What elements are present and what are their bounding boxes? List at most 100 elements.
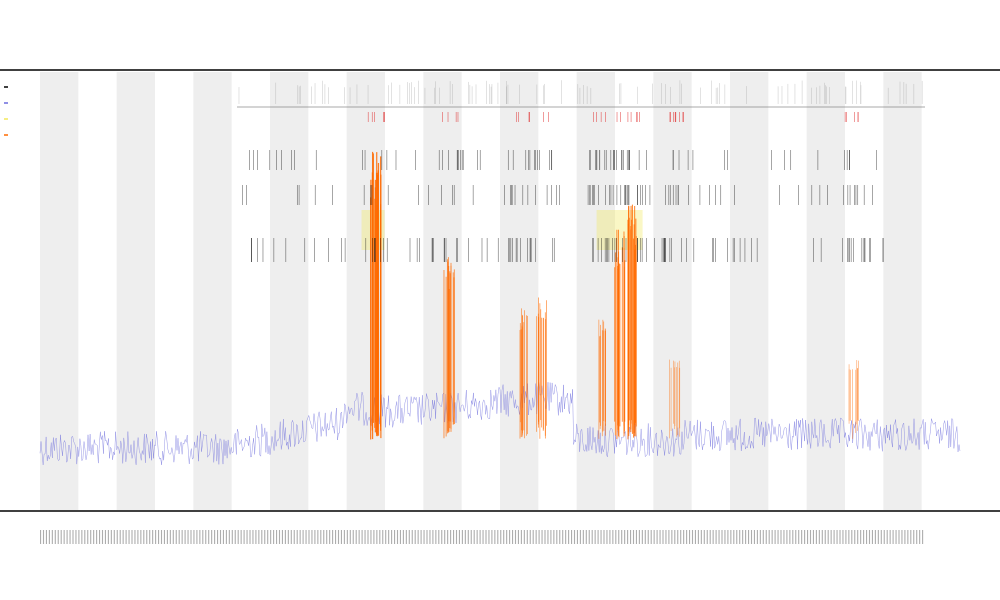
x-tick-mark [293,530,295,544]
x-tick-mark [237,530,239,544]
x-tick-mark [721,530,723,544]
x-tick-mark [898,530,900,544]
x-tick-mark [792,530,794,544]
x-tick-mark [559,530,561,544]
x-tick-mark [571,530,573,544]
x-tick-mark [411,530,413,544]
x-tick-mark [81,530,83,544]
x-tick-mark [662,530,664,544]
x-tick-mark [208,530,210,544]
x-tick-mark [370,530,372,544]
x-tick-mark [276,530,278,544]
x-tick-mark [874,530,876,544]
x-tick-mark [320,530,322,544]
x-tick-mark [72,530,74,544]
x-tick-mark [842,530,844,544]
x-tick-mark [783,530,785,544]
background-band [500,72,539,510]
x-tick-mark [638,530,640,544]
x-tick-mark [364,530,366,544]
x-tick-mark [408,530,410,544]
baseline-series-line [39,382,961,465]
x-tick-mark [576,530,578,544]
x-tick-mark [246,530,248,544]
x-tick-mark [290,530,292,544]
x-tick-mark [736,530,738,544]
x-tick-mark [883,530,885,544]
x-tick-mark [771,530,773,544]
x-tick-mark [399,530,401,544]
x-tick-mark [568,530,570,544]
x-tick-mark [110,530,112,544]
x-tick-mark [706,530,708,544]
x-tick-mark [258,530,260,544]
x-tick-mark [146,530,148,544]
x-tick-mark [270,530,272,544]
x-tick-mark [458,530,460,544]
x-tick-mark [612,530,614,544]
x-tick-mark [193,530,195,544]
x-tick-mark [48,530,50,544]
x-tick-mark [674,530,676,544]
x-tick-mark [391,530,393,544]
x-tick-mark [160,530,163,544]
x-tick-mark [650,530,652,544]
x-tick-mark [715,530,717,544]
x-tick-mark [588,530,590,544]
x-tick-mark [326,530,328,544]
x-tick-mark [323,530,325,544]
x-tick-mark [700,530,702,544]
x-tick-mark [523,530,525,544]
x-tick-mark [267,530,269,544]
x-tick-mark [500,530,502,544]
x-tick-mark [367,530,369,544]
x-tick-mark [494,530,496,544]
x-tick-mark [506,530,508,544]
x-tick-mark [125,530,127,544]
x-tick-mark [75,530,77,544]
x-tick-mark [641,530,643,544]
x-tick-mark [255,530,257,544]
x-tick-mark [895,530,897,544]
x-tick-mark [329,530,331,544]
x-tick-mark [556,530,558,544]
x-tick-mark [107,530,109,544]
x-tick-mark [668,530,670,544]
spike-series [370,151,859,440]
background-band [806,72,845,510]
x-tick-mark [464,530,466,544]
x-tick-mark [665,530,667,544]
x-tick-mark [281,530,283,544]
x-tick-mark [848,530,850,544]
x-tick-mark [780,530,782,544]
x-tick-mark [866,530,868,544]
x-tick-mark [420,530,422,544]
x-tick-mark [762,530,764,544]
x-tick-mark [827,530,829,544]
legend [4,86,8,136]
x-tick-mark [104,530,106,544]
x-tick-mark [910,530,912,544]
x-tick-mark [863,530,865,544]
x-tick-mark [438,530,440,544]
x-tick-mark [497,530,499,544]
background-band [116,72,155,510]
x-tick-mark [382,530,384,544]
x-tick-mark [503,530,505,544]
x-tick-mark [205,530,207,544]
x-tick-mark [712,530,714,544]
x-tick-mark [697,530,699,544]
x-tick-mark [857,530,859,544]
x-tick-mark [653,530,655,544]
x-tick-mark [922,530,924,544]
x-tick-mark [768,530,770,544]
x-tick-mark [789,530,791,544]
x-tick-mark [677,530,679,544]
x-tick-mark [606,530,608,544]
x-tick-mark [913,530,915,544]
x-tick-mark [851,530,853,544]
x-tick-mark [57,530,59,544]
x-tick-mark [166,530,168,544]
x-tick-mark [40,530,42,544]
background-band [423,72,462,510]
